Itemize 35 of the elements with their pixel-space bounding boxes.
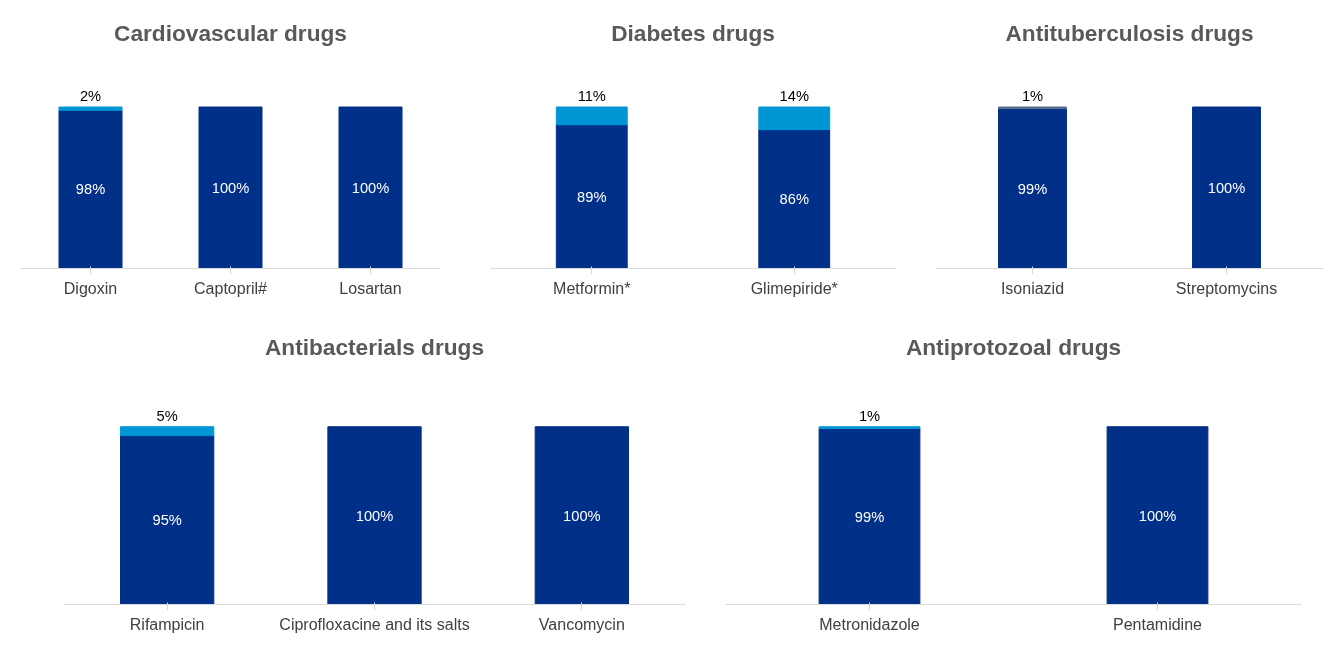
data-label: 5% — [156, 407, 178, 424]
chart-title: Diabetes drugs — [611, 19, 775, 46]
data-label: 99% — [1017, 180, 1048, 197]
data-label: 100% — [1138, 507, 1177, 524]
x-tick-label: Isoniazid — [1000, 279, 1065, 297]
x-tick-label: Pentamidine — [1113, 615, 1203, 633]
data-label: 98% — [75, 181, 106, 198]
data-label: 100% — [1207, 179, 1246, 196]
x-tick-label: Losartan — [339, 279, 402, 297]
data-label: 100% — [355, 507, 394, 524]
data-label: 14% — [779, 88, 809, 105]
chart-title: Cardiovascular drugs — [114, 19, 347, 46]
x-tick-label: Captopril# — [194, 279, 268, 297]
data-label: 11% — [577, 88, 606, 105]
data-label: 2% — [79, 88, 102, 105]
data-label: 95% — [152, 512, 182, 529]
x-tick-label: Metronidazole — [819, 615, 920, 633]
data-label: 100% — [563, 507, 601, 524]
chart-title: Antibacterials drugs — [264, 333, 485, 360]
chart-title: Antituberculosis drugs — [1005, 19, 1254, 46]
x-tick-label: Rifampicin — [129, 615, 205, 633]
chart-title: Antiprotozoal drugs — [905, 333, 1122, 360]
data-label: 86% — [779, 191, 809, 208]
data-label: 99% — [854, 508, 885, 525]
data-label: 89% — [577, 188, 607, 205]
x-tick-label: Glimepiride* — [750, 279, 838, 297]
data-label: 100% — [351, 179, 390, 196]
x-tick-label: Digoxin — [63, 279, 118, 297]
data-label: 1% — [858, 407, 881, 424]
x-tick-label: Metformin* — [553, 279, 631, 297]
x-tick-label: Streptomycins — [1175, 279, 1278, 297]
data-label: 100% — [211, 179, 250, 196]
x-tick-label: Ciprofloxacine and its salts — [279, 615, 470, 633]
x-tick-label: Vancomycin — [538, 615, 625, 633]
data-label: 1% — [1021, 88, 1044, 105]
